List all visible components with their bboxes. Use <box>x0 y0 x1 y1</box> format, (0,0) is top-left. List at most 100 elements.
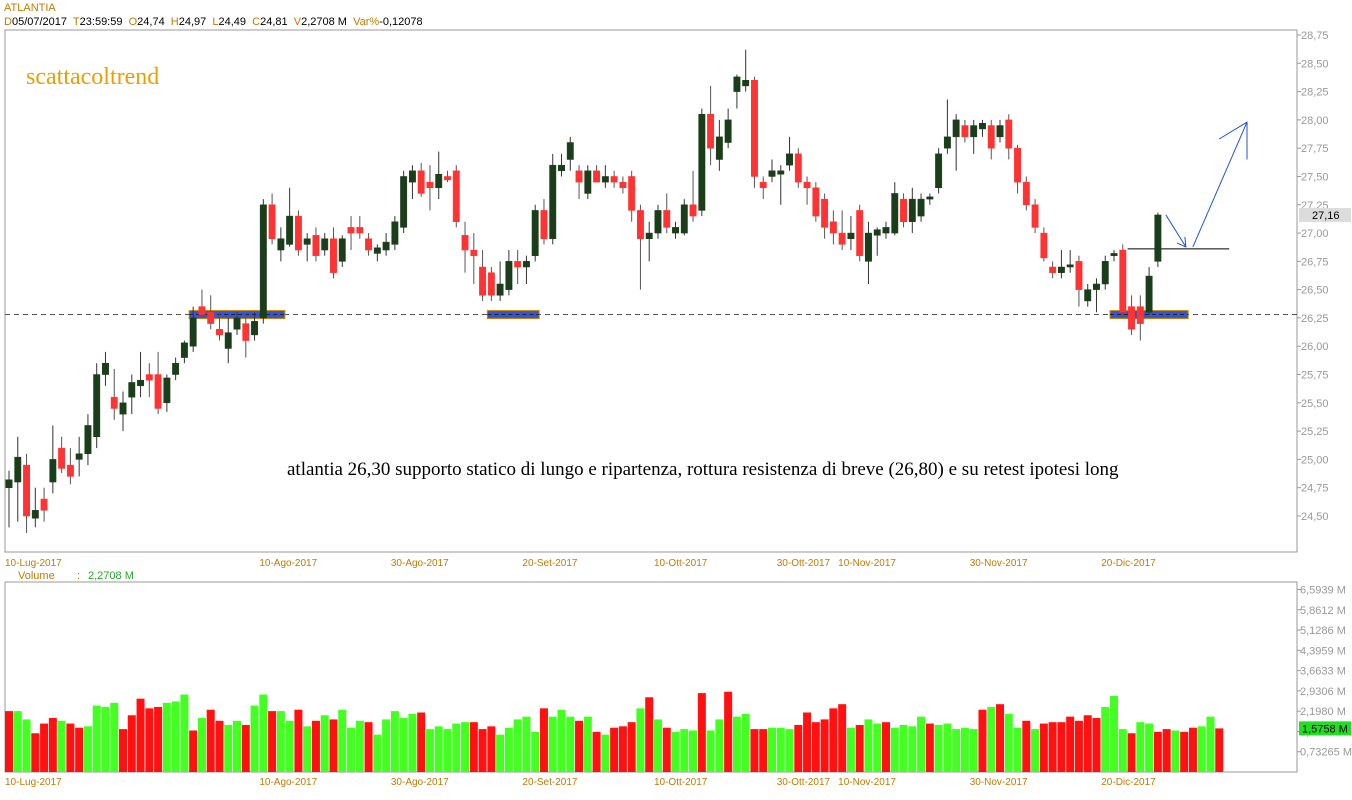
volume-bar <box>496 734 505 772</box>
volume-bar <box>461 722 470 772</box>
volume-bar <box>583 716 592 772</box>
info-key: C <box>252 16 261 28</box>
candle-body <box>373 247 381 254</box>
volume-bar <box>31 733 40 772</box>
candle-body <box>347 227 355 234</box>
volume-bar <box>978 709 987 772</box>
volume-bar <box>399 718 408 772</box>
volume-bar <box>1127 733 1136 772</box>
candle-body <box>224 332 232 349</box>
candle-body <box>961 125 969 138</box>
candle-body <box>838 232 846 245</box>
y-tick-label: 24,75 <box>1301 483 1329 495</box>
volume-bar <box>908 726 917 772</box>
candle-body <box>1031 204 1039 228</box>
volume-bar <box>206 709 215 772</box>
candle-body <box>689 204 697 217</box>
candle-body <box>303 238 311 245</box>
candle-body <box>479 266 487 296</box>
candle-body <box>610 176 618 183</box>
chart-title: ATLANTIA <box>4 2 56 14</box>
candle-body <box>163 377 171 404</box>
candle-body <box>365 238 373 251</box>
volume-bar <box>969 729 978 772</box>
volume-bar <box>776 727 785 772</box>
volume-bar <box>925 723 934 772</box>
volume-bar <box>250 705 259 772</box>
volume-bar <box>767 727 776 772</box>
volume-bar <box>794 724 803 772</box>
volume-bar <box>513 719 522 772</box>
volume-bar <box>636 708 645 772</box>
volume-bar <box>22 719 31 772</box>
candle-body <box>908 198 916 222</box>
candle-body <box>137 379 145 387</box>
y-tick-label: 27,75 <box>1301 143 1329 155</box>
last-volume-label: 1,5758 M <box>1302 723 1348 735</box>
candle-body <box>943 136 951 149</box>
x-tick-label: 10-Ott-2017 <box>654 558 708 569</box>
volume-bar <box>1048 722 1057 772</box>
volume-bar <box>1215 728 1224 772</box>
volume-bar <box>66 723 75 772</box>
candle-body <box>207 312 215 324</box>
x-tick-label: 30-Ott-2017 <box>777 558 831 569</box>
y-tick-label: 28,75 <box>1301 30 1329 42</box>
candle-body <box>1057 266 1065 273</box>
volume-bar <box>645 697 654 772</box>
candle-body <box>733 76 741 92</box>
volume-bar <box>382 719 391 772</box>
x-tick-label-volume: 10-Lug-2017 <box>5 777 62 788</box>
volume-bar <box>539 708 548 772</box>
candle-body <box>391 221 399 245</box>
x-tick-label: 30-Nov-2017 <box>970 558 1028 569</box>
candle-body <box>66 464 74 477</box>
x-tick-label: 30-Ago-2017 <box>391 558 449 569</box>
volume-bar <box>873 723 882 772</box>
projection-arrow-down <box>1165 214 1187 248</box>
candle-body <box>759 181 767 189</box>
volume-bar <box>706 730 715 772</box>
candle-body <box>987 125 995 149</box>
volume-label: Volume <box>18 570 55 582</box>
candle-body <box>1005 119 1013 149</box>
volume-bar <box>294 709 303 772</box>
candle-body <box>803 181 811 189</box>
candle-body <box>128 382 136 398</box>
volume-bar <box>846 727 855 772</box>
volume-bar <box>443 729 452 772</box>
candle-body <box>1101 261 1109 285</box>
volume-bar <box>285 720 294 772</box>
volume-bar <box>259 694 268 772</box>
candle-body <box>233 317 241 330</box>
volume-bar <box>864 719 873 772</box>
volume-bar <box>57 720 66 772</box>
candle-body <box>742 80 750 87</box>
price-panel-frame <box>4 29 1298 553</box>
candle-body <box>487 272 495 296</box>
volume-bar <box>689 730 698 772</box>
candle-body <box>707 113 715 149</box>
candle-body <box>891 193 899 234</box>
volume-bar <box>592 731 601 772</box>
volume-bar <box>101 706 110 772</box>
volume-bar <box>320 715 329 772</box>
candle-body <box>330 238 337 273</box>
volume-bar <box>653 719 662 772</box>
volume-bar <box>434 726 443 772</box>
x-tick-label-volume: 20-Set-2017 <box>522 777 577 788</box>
candle-body <box>698 113 706 211</box>
info-value: -0,12078 <box>379 16 423 28</box>
volume-bar <box>154 706 163 772</box>
volume-bar <box>671 731 680 772</box>
analysis-comment: atlantia 26,30 supporto statico di lungo… <box>287 459 1119 480</box>
volume-bar <box>276 711 285 772</box>
candle-body <box>242 323 250 341</box>
volume-bar <box>48 718 57 772</box>
volume-bar <box>1206 716 1215 772</box>
volume-bar <box>1039 723 1048 772</box>
volume-bar <box>417 712 426 772</box>
volume-bar <box>680 729 689 772</box>
candle-body <box>1049 266 1057 273</box>
candle-body <box>23 464 30 517</box>
